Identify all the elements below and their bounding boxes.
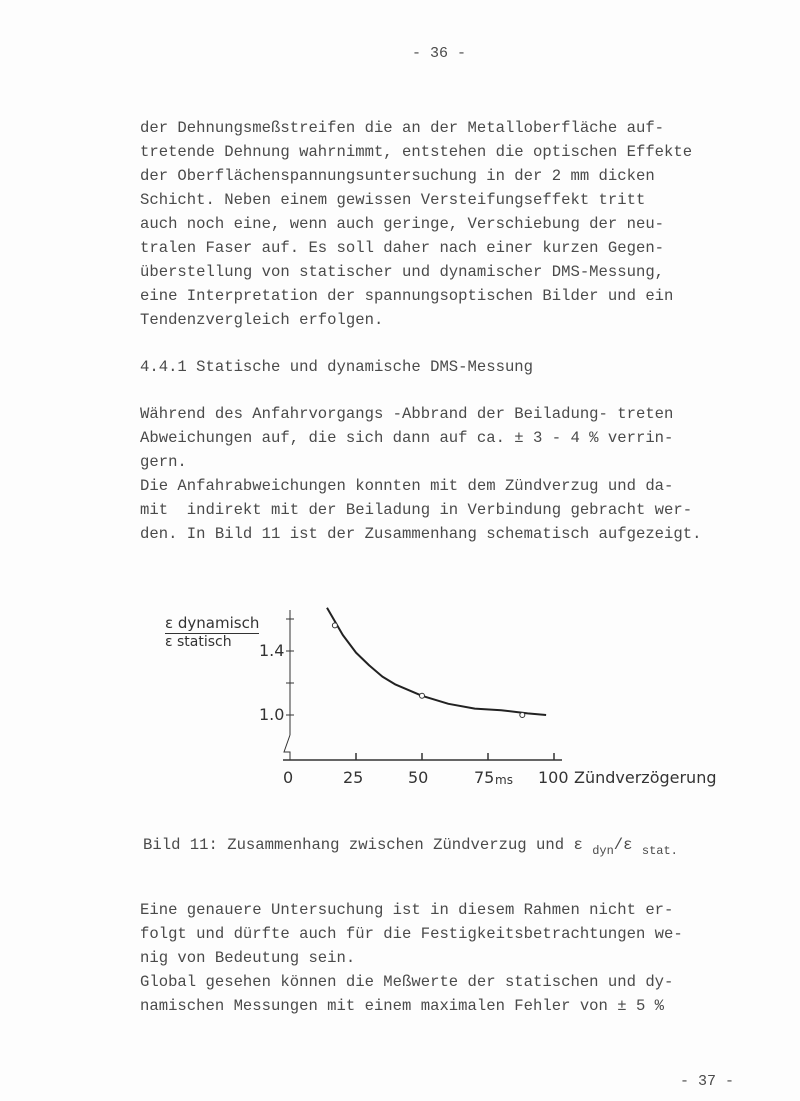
x-tick-label: 25 (343, 768, 364, 787)
text-line: Die Anfahrabweichungen konnten mit dem Z… (140, 477, 674, 495)
x-tick-label: 0 (283, 768, 294, 787)
data-point-marker (331, 622, 338, 629)
text-line: namischen Messungen mit einem maximalen … (140, 997, 665, 1015)
caption-subscript: stat. (641, 844, 678, 858)
x-tick-label: 100 (538, 768, 569, 787)
y-label-denominator: ε statisch (165, 634, 232, 650)
caption-text: /ε (613, 836, 633, 854)
text-line: überstellung von statischer und dynamisc… (140, 263, 665, 281)
x-axis-label: Zündverzögerung (574, 768, 717, 787)
text-line: tralen Faser auf. Es soll daher nach ein… (140, 239, 665, 257)
x-unit-label: ms (495, 773, 513, 787)
text-line: Schicht. Neben einem gewissen Versteifun… (140, 191, 646, 209)
text-line: Tendenzvergleich erfolgen. (140, 311, 384, 329)
y-axis-label: ε dynamisch ε statisch (165, 614, 260, 650)
text-line: folgt und dürfte auch für die Festigkeit… (140, 925, 683, 943)
text-line: der Oberflächenspannungsuntersuchung in … (140, 167, 655, 185)
text-line: eine Interpretation der spannungsoptisch… (140, 287, 674, 305)
text-line: gern. (140, 453, 187, 471)
data-point-marker (419, 692, 425, 699)
text-line: Während des Anfahrvorgangs -Abbrand der … (140, 405, 674, 423)
x-tick-label: 50 (408, 768, 429, 787)
data-curve (326, 607, 547, 716)
y-label-numerator: ε dynamisch (165, 614, 260, 634)
y-tick-label: 1.4 (259, 641, 285, 660)
text-line: den. In Bild 11 ist der Zusammenhang sch… (140, 525, 702, 543)
text-line: auch noch eine, wenn auch geringe, Versc… (140, 215, 665, 233)
text-line: tretende Dehnung wahrnimmt, entstehen di… (140, 143, 693, 161)
caption-subscript: dyn (592, 844, 614, 858)
figure-caption: Bild 11: Zusammenhang zwischen Zündverzu… (143, 835, 678, 861)
caption-text: Bild 11: Zusammenhang zwischen Zündverzu… (143, 836, 583, 854)
x-tick-label: 75 (474, 768, 495, 787)
section-heading: 4.4.1 Statische und dynamische DMS-Messu… (140, 358, 534, 376)
text-line: Abweichungen auf, die sich dann auf ca. … (140, 429, 674, 447)
y-tick-label: 1.0 (259, 705, 285, 724)
text-line: nig von Bedeutung sein. (140, 949, 356, 967)
text-line: der Dehnungsmeßstreifen die an der Metal… (140, 119, 665, 137)
data-point-marker (519, 712, 526, 718)
text-line: Eine genauere Untersuchung ist in diesem… (140, 901, 674, 919)
text-line: Global gesehen können die Meßwerte der s… (140, 973, 674, 991)
page-number-bottom: - 37 - (680, 1073, 735, 1090)
page-number-top: - 36 - (412, 45, 467, 62)
y-axis-break (283, 734, 291, 760)
text-line: mit indirekt mit der Beiladung in Verbin… (140, 501, 693, 519)
